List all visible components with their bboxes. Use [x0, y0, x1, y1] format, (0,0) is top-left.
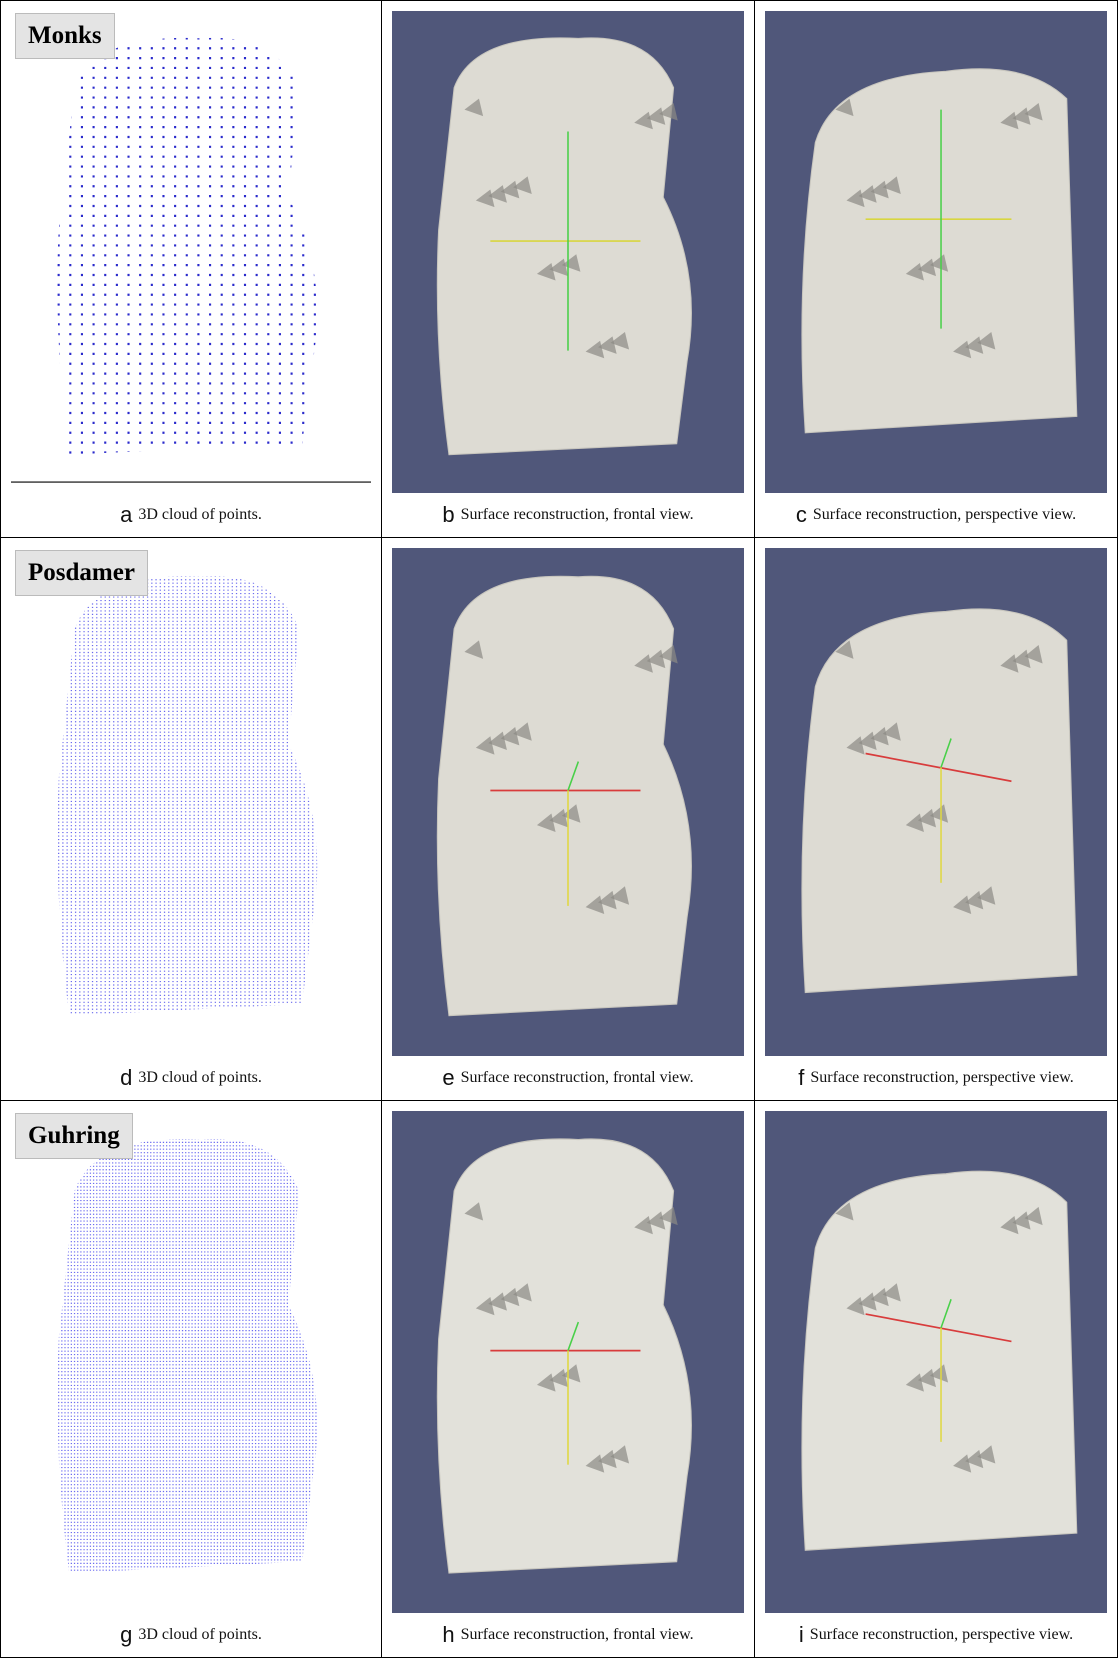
point-cloud [59, 565, 326, 1033]
render [392, 548, 744, 1056]
point-cloud [59, 1128, 326, 1590]
caption: e Surface reconstruction, frontal view. [382, 1056, 754, 1100]
panel: Posdamer d 3D cloud of points. [1, 538, 382, 1101]
render [11, 548, 371, 1056]
panel-letter: e [442, 1065, 454, 1091]
caption-text: 3D cloud of points. [138, 506, 262, 524]
surface [437, 1139, 691, 1573]
caption: d 3D cloud of points. [1, 1056, 381, 1100]
panel-letter: a [120, 502, 132, 528]
panel-letter: i [799, 1622, 804, 1648]
image [765, 548, 1107, 1056]
image [392, 11, 744, 493]
panel-letter: g [120, 1622, 132, 1648]
caption: b Surface reconstruction, frontal view. [382, 493, 754, 537]
surface [802, 1171, 1077, 1550]
panel: i Surface reconstruction, perspective vie… [755, 1101, 1117, 1657]
render [765, 548, 1107, 1056]
image [392, 1111, 744, 1613]
panel: h Surface reconstruction, frontal view. [382, 1101, 755, 1657]
image [765, 11, 1107, 493]
caption-text: 3D cloud of points. [138, 1069, 262, 1087]
panel-letter: c [796, 502, 807, 528]
render [392, 1111, 744, 1613]
surface [802, 609, 1077, 993]
caption-text: Surface reconstruction, perspective view… [810, 1069, 1073, 1087]
panel-letter: h [442, 1622, 454, 1648]
caption: a 3D cloud of points. [1, 493, 381, 537]
image [11, 548, 371, 1056]
caption: f Surface reconstruction, perspective vie… [755, 1056, 1117, 1100]
render [11, 11, 371, 493]
render [11, 1111, 371, 1613]
panel: Guhring g 3D cloud of points. [1, 1101, 382, 1657]
caption-text: Surface reconstruction, frontal view. [461, 1626, 694, 1644]
figure: Monks a 3D cloud of points. b Surface recons… [0, 0, 1118, 1658]
caption-text: 3D cloud of points. [138, 1626, 262, 1644]
row-label: Posdamer [15, 550, 148, 596]
panel: e Surface reconstruction, frontal view. [382, 538, 755, 1101]
panel-letter: d [120, 1065, 132, 1091]
panel: b Surface reconstruction, frontal view. [382, 1, 755, 538]
render [392, 11, 744, 493]
caption-text: Surface reconstruction, perspective view… [810, 1626, 1073, 1644]
caption-text: Surface reconstruction, perspective view… [813, 506, 1076, 524]
panel-letter: b [442, 502, 454, 528]
image [765, 1111, 1107, 1613]
panel-letter: f [798, 1065, 804, 1091]
surface [437, 38, 691, 455]
caption-text: Surface reconstruction, frontal view. [461, 506, 694, 524]
caption: h Surface reconstruction, frontal view. [382, 1613, 754, 1657]
render [765, 11, 1107, 493]
image [11, 11, 371, 493]
point-cloud [59, 27, 327, 471]
panel: Monks a 3D cloud of points. [1, 1, 382, 538]
surface [437, 576, 691, 1015]
caption: i Surface reconstruction, perspective vie… [755, 1613, 1117, 1657]
image [11, 1111, 371, 1613]
caption: c Surface reconstruction, perspective vie… [755, 493, 1117, 537]
image [392, 548, 744, 1056]
caption: g 3D cloud of points. [1, 1613, 381, 1657]
caption-text: Surface reconstruction, frontal view. [461, 1069, 694, 1087]
row-label: Monks [15, 13, 115, 59]
panel: c Surface reconstruction, perspective vie… [755, 1, 1117, 538]
render [765, 1111, 1107, 1613]
row-label: Guhring [15, 1113, 133, 1159]
panel: f Surface reconstruction, perspective vie… [755, 538, 1117, 1101]
surface [802, 69, 1077, 433]
